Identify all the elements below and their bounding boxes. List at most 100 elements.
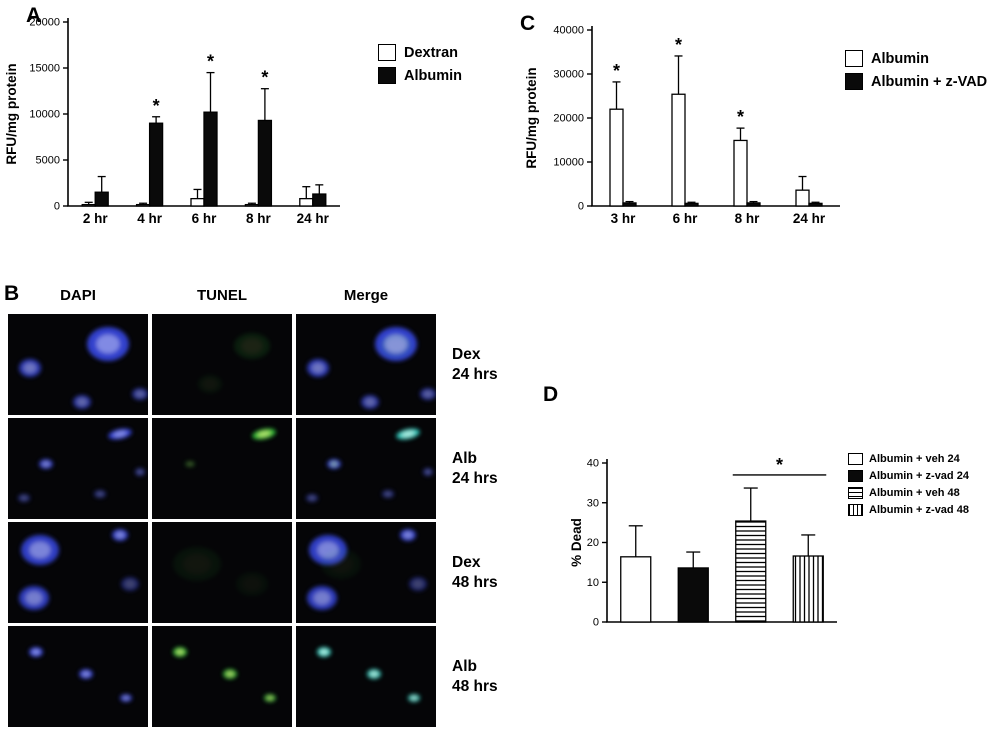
legend-item-albumin: Albumin bbox=[378, 67, 462, 84]
svg-text:40: 40 bbox=[587, 458, 599, 470]
panel-b-label: B bbox=[4, 282, 20, 305]
micrograph-image bbox=[8, 626, 148, 727]
legend-label: Albumin + veh 24 bbox=[869, 453, 960, 465]
svg-text:8 hr: 8 hr bbox=[246, 211, 272, 226]
svg-text:2 hr: 2 hr bbox=[83, 211, 109, 226]
dextran-swatch-icon bbox=[378, 44, 396, 61]
micrograph-dapi-row4 bbox=[8, 626, 148, 727]
micrograph-tunel-row2 bbox=[152, 418, 292, 519]
micrograph-dapi-row3 bbox=[8, 522, 148, 623]
zvad-24-swatch-icon bbox=[848, 470, 863, 482]
panel-c-bar-chart: 0 10000 20000 30000 40000 RFU/mg protein 3 hr 6… bbox=[524, 25, 840, 226]
svg-text:*: * bbox=[153, 96, 160, 116]
micrograph-image bbox=[8, 418, 148, 519]
micrograph-merge-row4 bbox=[296, 626, 436, 727]
svg-text:*: * bbox=[737, 107, 744, 127]
row-label-line: 24 hrs bbox=[452, 366, 498, 383]
legend-label: Albumin + veh 48 bbox=[869, 487, 960, 499]
row-label-line: 24 hrs bbox=[452, 470, 498, 487]
svg-text:4 hr: 4 hr bbox=[137, 211, 163, 226]
legend-label: Albumin + z-vad 48 bbox=[869, 504, 969, 516]
legend-label: Dextran bbox=[404, 44, 458, 61]
legend-label: Albumin bbox=[871, 50, 929, 67]
svg-text:6 hr: 6 hr bbox=[192, 211, 218, 226]
svg-text:30000: 30000 bbox=[553, 69, 584, 81]
svg-text:*: * bbox=[207, 52, 214, 72]
albumin-zvad-swatch-icon bbox=[845, 73, 863, 90]
svg-text:24 hr: 24 hr bbox=[297, 211, 330, 226]
row-label-alb-24: Alb 24 hrs bbox=[452, 449, 498, 489]
legend-item-dextran: Dextran bbox=[378, 44, 462, 61]
row-label-line: Alb bbox=[452, 658, 477, 675]
micrograph-image bbox=[296, 626, 436, 727]
legend-item-veh-24: Albumin + veh 24 bbox=[848, 453, 969, 465]
column-header-tunel: TUNEL bbox=[197, 287, 247, 304]
micrograph-tunel-row1 bbox=[152, 314, 292, 415]
svg-text:20000: 20000 bbox=[553, 113, 584, 125]
svg-text:0: 0 bbox=[54, 201, 60, 213]
micrograph-image bbox=[152, 314, 292, 415]
panel-a-bar-chart: 0 5000 10000 15000 20000 RFU/mg protein 2 hr 4 … bbox=[4, 17, 340, 226]
column-header-dapi: DAPI bbox=[60, 287, 96, 304]
svg-text:40000: 40000 bbox=[553, 25, 584, 37]
micrograph-image bbox=[296, 522, 436, 623]
svg-text:10000: 10000 bbox=[29, 109, 60, 121]
micrograph-dapi-row2 bbox=[8, 418, 148, 519]
micrograph-image bbox=[8, 314, 148, 415]
panel-c-label: C bbox=[520, 12, 536, 35]
svg-text:0: 0 bbox=[593, 617, 599, 629]
micrograph-tunel-row3 bbox=[152, 522, 292, 623]
albumin-swatch-icon bbox=[378, 67, 396, 84]
legend-label: Albumin + z-VAD bbox=[871, 73, 988, 90]
svg-text:RFU/mg protein: RFU/mg protein bbox=[4, 63, 19, 164]
svg-text:20000: 20000 bbox=[29, 17, 60, 29]
micrograph-tunel-row4 bbox=[152, 626, 292, 727]
svg-text:*: * bbox=[776, 455, 783, 475]
panel-c-legend: Albumin Albumin + z-VAD bbox=[845, 50, 987, 96]
svg-text:5000: 5000 bbox=[36, 155, 60, 167]
legend-label: Albumin + z-vad 24 bbox=[869, 470, 969, 482]
svg-text:20: 20 bbox=[587, 537, 599, 549]
albumin-swatch-icon bbox=[845, 50, 863, 67]
panel-a-legend: Dextran Albumin bbox=[378, 44, 462, 90]
micrograph-image bbox=[152, 522, 292, 623]
svg-text:*: * bbox=[675, 35, 682, 55]
legend-item-veh-48: Albumin + veh 48 bbox=[848, 487, 969, 499]
svg-text:6 hr: 6 hr bbox=[673, 211, 699, 226]
panel-d-legend: Albumin + veh 24 Albumin + z-vad 24 Albu… bbox=[848, 453, 969, 521]
panel-a-label: A bbox=[26, 4, 42, 27]
row-label-line: 48 hrs bbox=[452, 574, 498, 591]
panel-d-label: D bbox=[543, 383, 559, 406]
micrograph-image bbox=[296, 418, 436, 519]
svg-text:*: * bbox=[261, 68, 268, 88]
micrograph-image bbox=[8, 522, 148, 623]
svg-text:*: * bbox=[613, 61, 620, 81]
legend-item-zvad-24: Albumin + z-vad 24 bbox=[848, 470, 969, 482]
row-label-line: 48 hrs bbox=[452, 678, 498, 695]
legend-item-albumin: Albumin bbox=[845, 50, 987, 67]
micrograph-merge-row2 bbox=[296, 418, 436, 519]
row-label-alb-48: Alb 48 hrs bbox=[452, 657, 498, 697]
svg-text:% Dead: % Dead bbox=[569, 518, 584, 567]
column-header-merge: Merge bbox=[343, 287, 389, 304]
micrograph-image bbox=[296, 314, 436, 415]
veh-48-swatch-icon bbox=[848, 487, 863, 499]
legend-label: Albumin bbox=[404, 67, 462, 84]
svg-text:15000: 15000 bbox=[29, 63, 60, 75]
micrograph-merge-row1 bbox=[296, 314, 436, 415]
micrograph-dapi-row1 bbox=[8, 314, 148, 415]
svg-text:3 hr: 3 hr bbox=[611, 211, 637, 226]
svg-text:24 hr: 24 hr bbox=[793, 211, 826, 226]
svg-text:10000: 10000 bbox=[553, 157, 584, 169]
row-label-dex-24: Dex 24 hrs bbox=[452, 345, 498, 385]
legend-item-albumin-zvad: Albumin + z-VAD bbox=[845, 73, 987, 90]
row-label-line: Dex bbox=[452, 554, 481, 571]
svg-text:0: 0 bbox=[578, 201, 584, 213]
zvad-48-swatch-icon bbox=[848, 504, 863, 516]
svg-text:30: 30 bbox=[587, 497, 599, 509]
svg-text:RFU/mg protein: RFU/mg protein bbox=[524, 67, 539, 168]
row-label-line: Dex bbox=[452, 346, 481, 363]
legend-item-zvad-48: Albumin + z-vad 48 bbox=[848, 504, 969, 516]
row-label-dex-48: Dex 48 hrs bbox=[452, 553, 498, 593]
